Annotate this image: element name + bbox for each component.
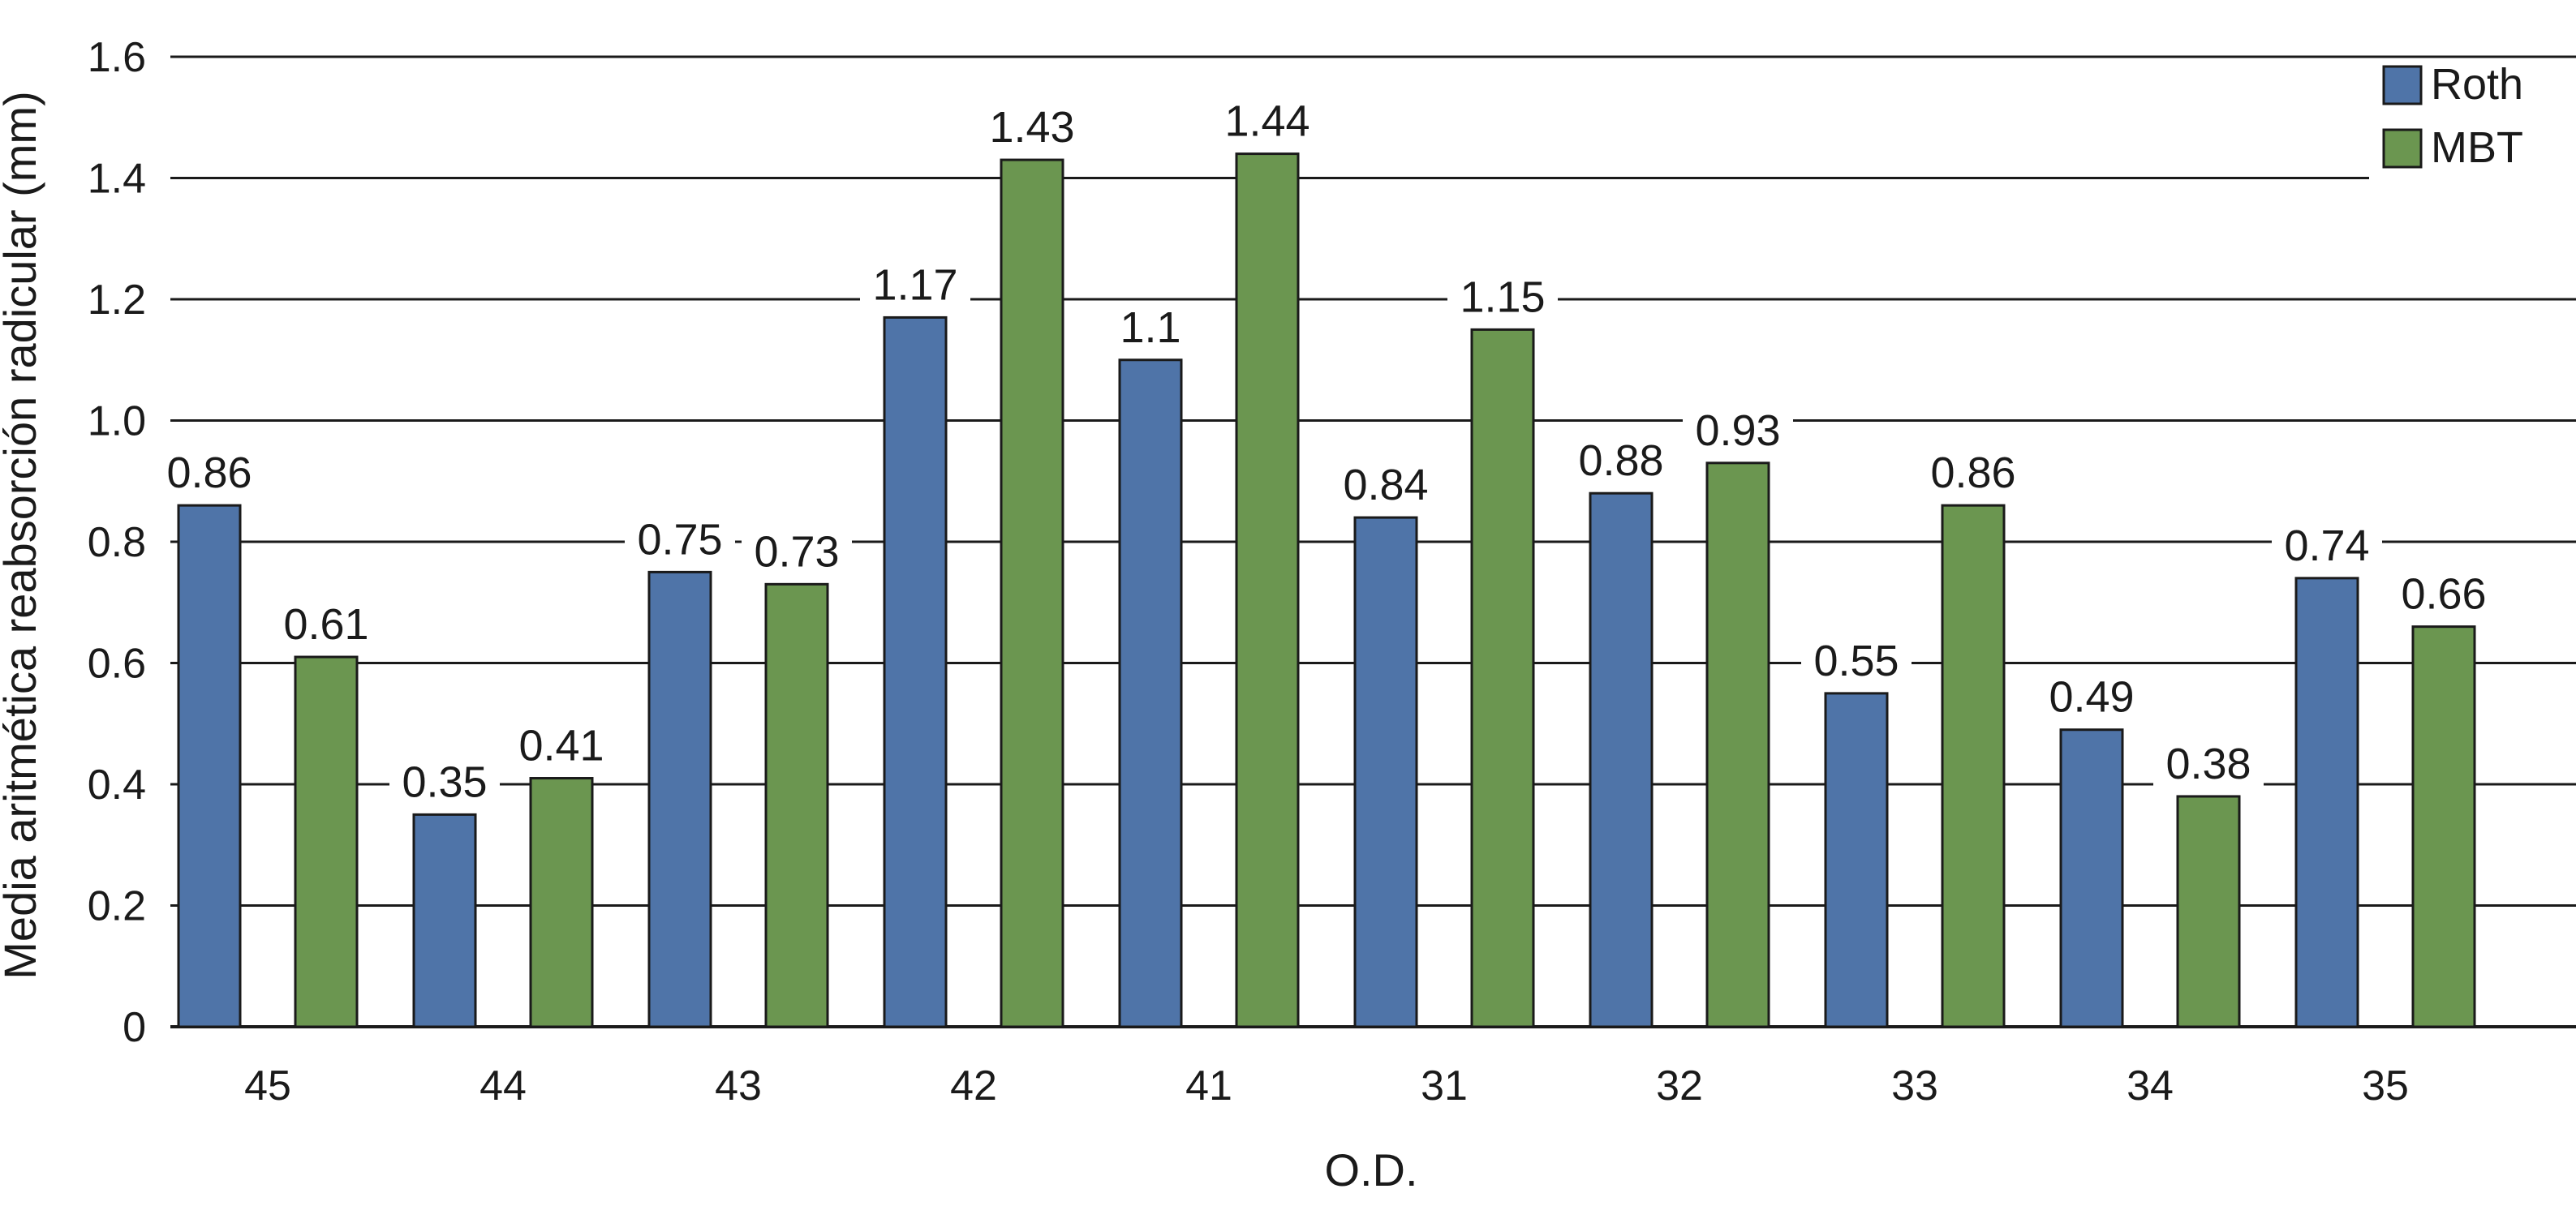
y-tick-label: 0 [123, 1004, 146, 1051]
x-tick-label: 34 [2127, 1062, 2174, 1109]
data-label-bg [742, 530, 852, 577]
x-tick-label: 31 [1421, 1062, 1468, 1109]
data-label-roth-44: 0.35 [402, 758, 487, 806]
y-tick-label: 1.6 [88, 34, 146, 81]
legend: Roth MBT [2369, 58, 2576, 188]
y-tick-label: 1.4 [88, 156, 146, 203]
data-label-roth-42: 1.17 [872, 260, 957, 309]
bar-roth-42 [883, 315, 948, 1028]
data-label-roth-43: 0.75 [637, 515, 722, 564]
bar-mbt-35 [2411, 625, 2476, 1028]
data-label-bg [860, 264, 970, 310]
legend-label-mbt: MBT [2431, 123, 2523, 172]
y-tick-label: 1.2 [88, 277, 146, 324]
data-label-roth-35: 0.74 [2284, 521, 2369, 570]
data-label-mbt-33: 0.86 [1930, 448, 2015, 497]
data-label-roth-31: 0.84 [1343, 461, 1428, 509]
data-labels: 0.86 0.61 0.35 0.41 0.75 0.73 1.17 1.43 1.1 1.44 0… [154, 97, 2499, 807]
data-label-roth-34: 0.49 [2049, 673, 2134, 722]
data-label-bg [2036, 676, 2147, 722]
legend-swatch-roth [2382, 65, 2423, 105]
data-label-mbt-41: 1.44 [1224, 97, 1310, 146]
data-label-mbt-35: 0.66 [2401, 570, 2486, 619]
data-label-mbt-42: 1.43 [989, 103, 1074, 152]
bar-mbt-44 [529, 777, 594, 1028]
legend-label-roth: Roth [2431, 60, 2523, 109]
x-axis-title: O.D. [1324, 1144, 1417, 1195]
y-axis-title: Media aritmética reabsorción radicular (… [0, 91, 45, 979]
data-label-bg [1331, 464, 1441, 510]
data-label-bg [506, 724, 617, 770]
data-label-bg [1447, 276, 1558, 322]
bar-roth-32 [1589, 491, 1654, 1028]
bar-roth-31 [1353, 516, 1418, 1028]
bar-mbt-32 [1705, 461, 1770, 1028]
x-tick-label: 41 [1185, 1062, 1232, 1109]
bar-roth-35 [2294, 577, 2359, 1028]
bar-mbt-34 [2176, 795, 2241, 1028]
data-label-mbt-44: 0.41 [518, 722, 604, 770]
bar-mbt-31 [1470, 328, 1535, 1028]
data-label-mbt-34: 0.38 [2165, 740, 2251, 788]
data-label-bg [977, 106, 1087, 152]
bar-mbt-33 [1941, 504, 2006, 1028]
y-axis-ticks: 0 0.2 0.4 0.6 0.8 1.0 1.2 1.4 1.6 [88, 34, 146, 1051]
data-label-bg [1801, 639, 1912, 685]
x-tick-label: 35 [2362, 1062, 2409, 1109]
data-label-mbt-43: 0.73 [754, 527, 839, 576]
data-label-bg [2272, 524, 2382, 570]
bar-roth-44 [412, 813, 477, 1028]
x-tick-label: 32 [1656, 1062, 1703, 1109]
x-tick-label: 42 [950, 1062, 997, 1109]
y-tick-label: 1.0 [88, 398, 146, 445]
data-label-bg [2153, 742, 2264, 788]
data-label-bg [1918, 452, 2028, 498]
bar-roth-43 [647, 570, 712, 1028]
x-tick-label: 33 [1891, 1062, 1938, 1109]
x-tick-label: 45 [244, 1062, 291, 1109]
data-label-bg [271, 603, 381, 650]
bar-roth-45 [177, 504, 242, 1028]
data-label-bg [2389, 573, 2499, 619]
bar-roth-33 [1824, 692, 1889, 1028]
data-label-bg [154, 452, 264, 498]
data-label-roth-45: 0.86 [166, 448, 252, 497]
x-tick-label: 44 [480, 1062, 527, 1109]
x-axis-ticks: 45 44 43 42 41 31 32 33 34 35 [244, 1062, 2409, 1109]
y-tick-label: 0.8 [88, 519, 146, 566]
data-label-bg [1212, 100, 1322, 146]
bar-roth-34 [2059, 728, 2124, 1028]
bar-mbt-42 [1000, 158, 1064, 1028]
y-tick-label: 0.4 [88, 762, 146, 809]
data-label-roth-32: 0.88 [1578, 436, 1663, 485]
data-label-mbt-32: 0.93 [1695, 406, 1780, 455]
data-label-roth-33: 0.55 [1813, 637, 1899, 685]
data-label-bg [1095, 306, 1206, 352]
bars [177, 152, 2476, 1028]
bar-roth-41 [1118, 358, 1183, 1028]
data-label-bg [625, 518, 735, 564]
bar-mbt-43 [764, 582, 829, 1028]
data-label-bg [389, 761, 500, 807]
data-label-bg [1566, 440, 1676, 486]
y-tick-label: 0.2 [88, 883, 146, 930]
bar-mbt-45 [294, 655, 359, 1028]
data-label-mbt-45: 0.61 [283, 600, 368, 649]
bar-mbt-41 [1235, 152, 1300, 1028]
data-label-roth-41: 1.1 [1120, 303, 1180, 352]
legend-swatch-mbt [2382, 128, 2423, 169]
data-label-bg [1683, 409, 1793, 455]
x-tick-label: 43 [715, 1062, 762, 1109]
data-label-mbt-31: 1.15 [1460, 273, 1545, 321]
y-tick-label: 0.6 [88, 641, 146, 688]
